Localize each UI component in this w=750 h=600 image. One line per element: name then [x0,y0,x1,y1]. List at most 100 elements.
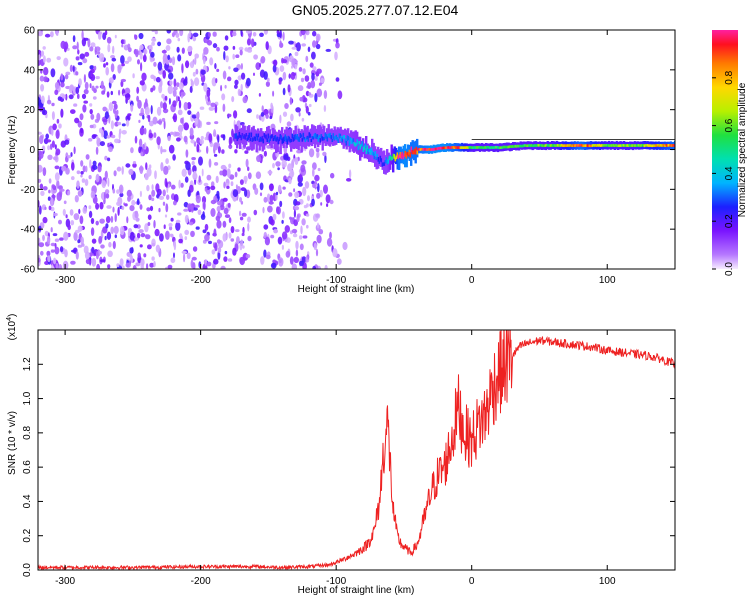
spectrogram-ridge-cell [514,144,517,148]
spectrogram-noise-cell [40,50,45,57]
spectrogram-noise-cell [265,41,269,51]
spectrogram-ridge-cell [590,144,593,148]
spectrogram-noise-cell [87,38,91,48]
spectrogram-noise-cell [52,123,57,131]
spectrogram-noise-cell [187,189,191,197]
spectrogram-noise-cell [58,264,63,269]
spectrogram-ridge-cell [255,133,258,137]
spectrogram-noise-cell [79,215,84,225]
spectrogram-noise-cell [111,57,117,62]
spectrogram-noise-cell [304,181,310,189]
spectrogram-noise-cell [289,256,294,265]
spectrogram-ridge-cell [467,146,470,149]
spectrogram-noise-cell [101,192,105,200]
spectrogram-ridge-cell [637,144,640,147]
spectrogram-noise-cell [140,151,144,157]
spectrogram-ridge-cell [475,146,478,149]
spectrogram-ridge-cell [634,144,637,147]
spectrogram-noise-cell [163,224,166,229]
spectrogram-noise-cell [294,157,299,166]
spectrogram-ridge-cell [270,134,273,139]
spectrogram-noise-cell [166,194,170,200]
spectrogram-noise-cell [156,188,162,196]
spectrogram-ridge-cell [401,151,404,158]
spectrogram-ridge-cell [442,146,445,150]
spectrogram-noise-cell [160,162,164,172]
spectrogram-noise-cell [154,30,158,35]
spectrogram-noise-cell [88,205,92,210]
spectrogram-noise-cell [121,63,125,67]
spectrogram-noise-cell [139,44,144,50]
spectrogram-noise-cell [136,232,141,239]
spectrogram-noise-cell [95,173,100,183]
spectrogram-noise-cell [85,258,91,265]
spectrogram-noise-cell [210,208,216,217]
spectrogram-noise-cell [336,258,342,265]
spectrogram-ridge-halo [275,131,278,154]
spectrogram-ridge-cell [548,144,551,147]
spectrogram-noise-cell [282,211,285,219]
colorbar: 0.0 0.2 0.4 0.6 0.8 Normalized spectral ampl… [712,30,748,276]
spectrogram-ridge-cell [536,143,539,147]
spectrogram-noise-cell [127,113,132,117]
spectrogram-noise-cell [245,30,252,34]
spectrogram-noise-cell [329,199,334,205]
spectrogram-ridge-cell [410,146,413,153]
spectrogram-noise-cell [325,48,332,52]
spectrogram-noise-cell [329,231,332,239]
spectrogram-noise-cell [208,240,212,245]
spectrogram-noise-cell [81,178,86,183]
spectrogram-noise-cell [81,243,85,247]
spectrogram-noise-cell [120,78,127,83]
spectrogram-ridge-cell [642,144,645,147]
spectrogram-noise-cell [172,86,178,91]
spectrogram-noise-cell [222,233,227,242]
spectrogram-noise-cell [279,65,285,72]
spectrogram-noise-cell [75,251,79,260]
spectrogram-ridge-cell [313,133,316,138]
spectrogram-noise-cell [100,244,105,249]
spectrogram-noise-cell [127,195,131,202]
spectrogram-noise-cell [137,252,141,259]
spectrogram-noise-cell [242,245,245,249]
spectrogram-noise-cell [173,241,177,251]
spectrogram-ridge-cell [489,146,492,150]
spectrogram-noise-cell [95,202,100,210]
spectrogram-noise-cell [300,77,305,83]
snr-y-tick-label: 1.2 [22,357,33,371]
spectrogram-noise-cell [260,56,266,64]
spectrogram-noise-cell [200,69,206,75]
spectrogram-ridge-cell [575,144,578,147]
spectrogram-noise-cell [159,233,164,242]
spectrogram-noise-cell [208,106,215,111]
spectrogram-noise-cell [206,40,213,46]
spectrogram-ridge-cell [616,144,619,148]
spectrogram-ridge-halo [272,127,275,145]
spectrogram-noise-cell [43,76,48,83]
spectrogram-y-tick-label: 0 [29,145,35,156]
spectrogram-noise-cell [177,96,180,102]
spectrogram-ridge-cell [526,144,529,148]
spectrogram-ridge-halo [279,130,282,155]
spectrogram-ridge-halo [362,138,365,155]
spectrogram-noise-cell [81,93,87,100]
spectrogram-noise-cell [240,83,243,92]
spectrogram-noise-cell [213,142,219,151]
spectrogram-noise-cell [124,60,130,64]
spectrogram-noise-cell [79,113,84,121]
spectrogram-noise-cell [179,130,182,137]
spectrogram-ridge-cell [662,143,665,147]
spectrogram-noise-cell [106,205,112,209]
spectrogram-noise-cell [210,199,217,205]
spectrogram-ridge-cell [391,156,394,160]
spectrogram-noise-cell [42,55,46,63]
spectrogram-ridge-cell [555,144,558,147]
spectrogram-noise-cell [80,171,84,175]
spectrogram-noise-cell [299,260,304,267]
spectrogram-noise-cell [166,38,172,45]
snr-x-tick-label: -100 [326,576,346,587]
spectrogram-noise-cell [139,127,145,136]
snr-x-ticks: -300 -200 -100 0 100 [55,330,616,587]
spectrogram-noise-cell [96,263,100,269]
